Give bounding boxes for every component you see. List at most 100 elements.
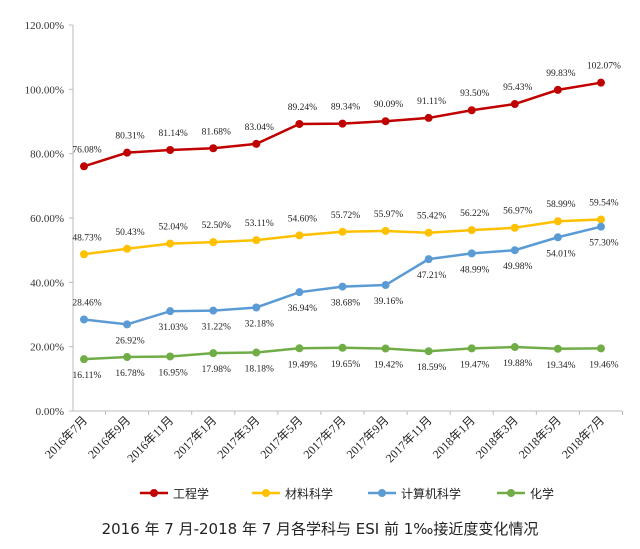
data-point [467,249,476,258]
data-label: 89.24% [288,103,317,113]
data-label: 59.54% [589,198,618,208]
data-point [510,223,519,232]
data-label: 36.94% [288,304,317,314]
x-tick-label: 2016年7月 [42,413,90,461]
data-label: 49.98% [503,262,532,272]
data-point [553,85,562,94]
data-label: 83.04% [245,123,274,133]
data-label: 19.34% [546,361,575,371]
x-tick-label: 2018年5月 [516,413,564,461]
data-point [467,106,476,115]
legend-label: 工程学 [173,486,209,501]
data-label: 102.07% [587,62,621,72]
data-label: 26.92% [115,336,144,346]
data-label: 93.50% [460,89,489,99]
data-point [295,119,304,128]
series-3: 16.11% 16.78% 16.95% 17.98% 18.18% 19.49% 19.6… [73,343,619,381]
data-label: 16.95% [159,368,188,378]
data-label: 54.01% [546,249,575,259]
data-label: 57.30% [589,239,618,249]
data-point [166,307,175,316]
data-point [510,343,519,352]
data-label: 32.18% [245,319,274,329]
data-label: 18.18% [245,365,274,375]
series-2: 28.46% 26.92% 31.03% 31.22% 32.18% 36.94% 38.6… [72,222,619,346]
data-label: 19.46% [589,360,618,370]
y-tick-label: 20.00% [30,342,64,354]
y-tick-label: 120.00% [25,20,64,32]
data-point [467,226,476,235]
data-point [510,100,519,109]
data-point [553,217,562,226]
data-point [209,349,218,358]
data-point [209,306,218,315]
data-point [338,119,347,128]
data-point [166,352,175,361]
data-label: 53.11% [245,219,274,229]
data-point [338,227,347,236]
data-point [510,246,519,255]
data-point [252,303,261,312]
data-point [553,344,562,353]
data-point [295,231,304,240]
data-label: 81.68% [202,127,231,137]
data-label: 90.09% [374,100,403,110]
data-label: 31.22% [202,323,231,333]
data-point [80,315,88,324]
data-point [553,233,562,242]
legend-item: 工程学 [140,486,209,501]
legend-item: 化学 [497,486,554,501]
data-label: 95.43% [503,83,532,93]
data-label: 52.04% [159,223,188,233]
x-tick-label: 2017年3月 [214,413,262,461]
x-tick-label: 2017年7月 [301,413,349,461]
series-0: 76.08% 80.31% 81.14% 81.68% 83.04% 89.24% 89.3… [72,62,621,171]
data-label: 55.97% [374,210,403,220]
x-tick-label: 2016年11月 [124,413,176,465]
data-point [80,162,88,171]
series-line [83,225,602,326]
data-point [123,244,132,253]
data-point [209,238,218,247]
data-point [123,320,132,329]
data-point [166,239,175,248]
data-point [209,144,218,153]
data-label: 48.73% [72,233,101,243]
y-tick-label: 40.00% [30,277,64,289]
y-tick-label: 0.00% [36,406,64,418]
data-label: 99.83% [546,69,575,79]
data-label: 19.88% [503,359,532,369]
data-point [381,117,390,126]
data-label: 80.31% [115,132,144,142]
x-tick-label: 2018年3月 [473,413,521,461]
data-label: 19.49% [288,360,317,370]
data-point [596,78,605,87]
chart-title: 2016 年 7 月-2018 年 7 月各学科与 ESI 前 1‰接近度变化情… [101,520,539,538]
data-label: 52.50% [202,221,231,231]
data-point [252,348,261,357]
data-point [166,145,175,154]
data-label: 18.59% [417,363,446,373]
data-label: 76.08% [72,145,101,155]
data-point [381,281,390,290]
data-label: 55.42% [417,212,446,222]
data-point [80,355,88,364]
data-point [338,343,347,352]
data-label: 48.99% [460,265,489,275]
y-tick-label: 60.00% [30,213,64,225]
data-label: 19.42% [374,361,403,371]
data-point [338,282,347,291]
data-label: 54.60% [288,214,317,224]
data-label: 19.65% [331,360,360,370]
legend-label: 化学 [530,486,554,501]
y-tick-label: 100.00% [25,84,64,96]
data-point [295,288,304,297]
data-point [381,344,390,353]
data-point [596,215,605,224]
data-point [424,347,433,356]
data-point [252,139,261,148]
data-label: 56.97% [503,207,532,217]
data-label: 16.78% [115,369,144,379]
data-label: 38.68% [331,299,360,309]
data-label: 81.14% [159,129,188,139]
